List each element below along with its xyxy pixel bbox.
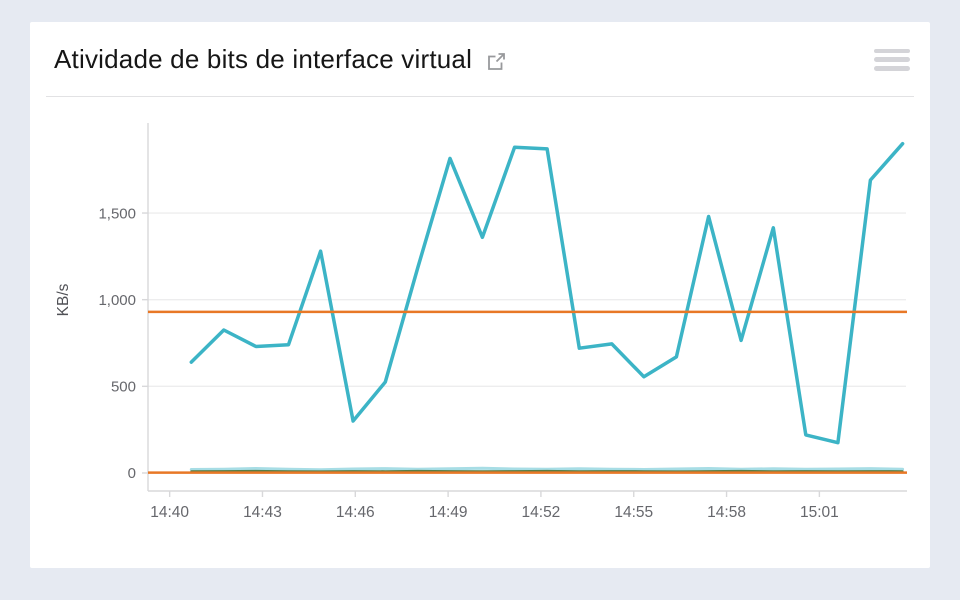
panel-header: Atividade de bits de interface virtual <box>30 22 930 97</box>
panel-title: Atividade de bits de interface virtual <box>54 44 473 74</box>
x-tick-label: 14:52 <box>522 504 561 521</box>
menu-bar <box>874 57 910 62</box>
y-tick-label: 0 <box>128 465 136 482</box>
menu-icon[interactable] <box>874 48 910 72</box>
chart-panel-card: Atividade de bits de interface virtual 0… <box>30 22 930 568</box>
series-traffic-main-teal <box>189 141 905 445</box>
x-tick-label: 14:49 <box>429 504 468 521</box>
x-tick-label: 14:40 <box>150 504 189 521</box>
x-tick-label: 14:58 <box>707 504 746 521</box>
series-traffic-small-teal <box>189 466 905 472</box>
y-tick-label: 1,500 <box>98 205 136 222</box>
series-traffic-small-green <box>190 469 904 473</box>
menu-bar <box>874 66 910 71</box>
menu-bar <box>874 48 910 53</box>
line-chart: 0 500 1,000 1,500 14:40 14:43 14:46 14:49 14:52 1… <box>55 123 907 521</box>
chart-area: 0 500 1,000 1,500 14:40 14:43 14:46 14:49 14:52 1… <box>30 98 930 568</box>
x-tick-label: 14:55 <box>614 504 653 521</box>
x-tick-label: 15:01 <box>800 504 839 521</box>
header-divider <box>46 96 914 97</box>
x-tick-label: 14:43 <box>243 504 282 521</box>
y-tick-label: 500 <box>111 379 136 396</box>
x-tick-label: 14:46 <box>336 504 375 521</box>
external-link-icon[interactable] <box>486 51 507 72</box>
y-axis-title: KB/s <box>55 283 72 316</box>
y-tick-label: 1,000 <box>98 292 136 309</box>
